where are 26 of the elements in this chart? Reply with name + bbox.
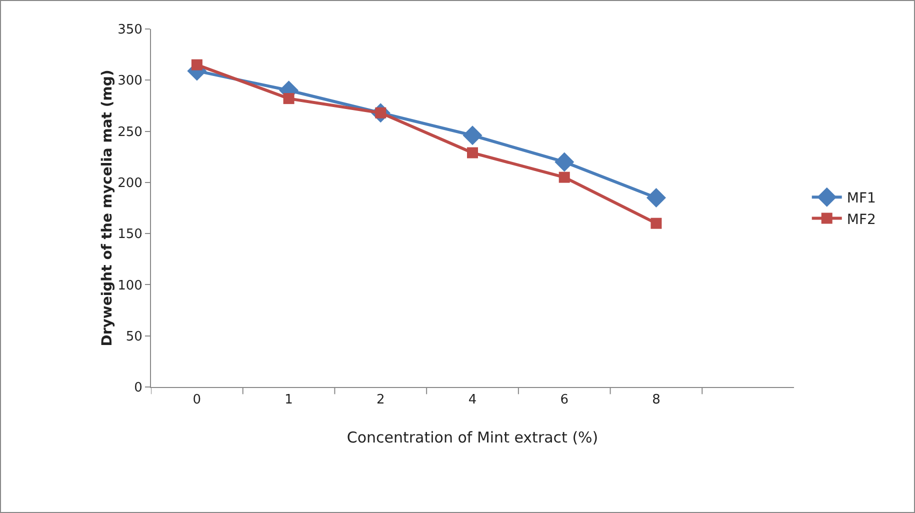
y-tick-label: 200 [118, 176, 142, 191]
point [283, 93, 294, 104]
legend-label: MF1 [846, 190, 876, 207]
x-tick-label: 1 [284, 392, 293, 408]
x-tick-label: 8 [652, 392, 660, 408]
x-tick-label: 0 [192, 392, 202, 408]
x-axis-title: Concentration of Mint extract (%) [346, 428, 598, 447]
y-tick-label: 250 [118, 124, 142, 140]
x-tick-label: 6 [560, 392, 568, 408]
y-tick-label: 50 [126, 329, 142, 344]
point [462, 126, 482, 146]
y-axis-title: Dryweight of the mycelia mat (mg) [100, 70, 116, 346]
point [646, 188, 666, 208]
y-tick-label: 350 [118, 22, 142, 38]
y-tick-label: 0 [134, 380, 142, 396]
y-tick-label: 300 [118, 74, 142, 89]
point [554, 152, 574, 172]
point [191, 59, 202, 70]
point [467, 147, 478, 158]
point [558, 172, 570, 183]
y-tick-label: 150 [118, 227, 142, 242]
legend-label: MF2 [846, 212, 876, 228]
x-tick-label: 4 [468, 392, 477, 408]
point [650, 218, 662, 229]
y-tick-label: 100 [118, 278, 142, 294]
x-tick-label: 2 [376, 392, 385, 408]
